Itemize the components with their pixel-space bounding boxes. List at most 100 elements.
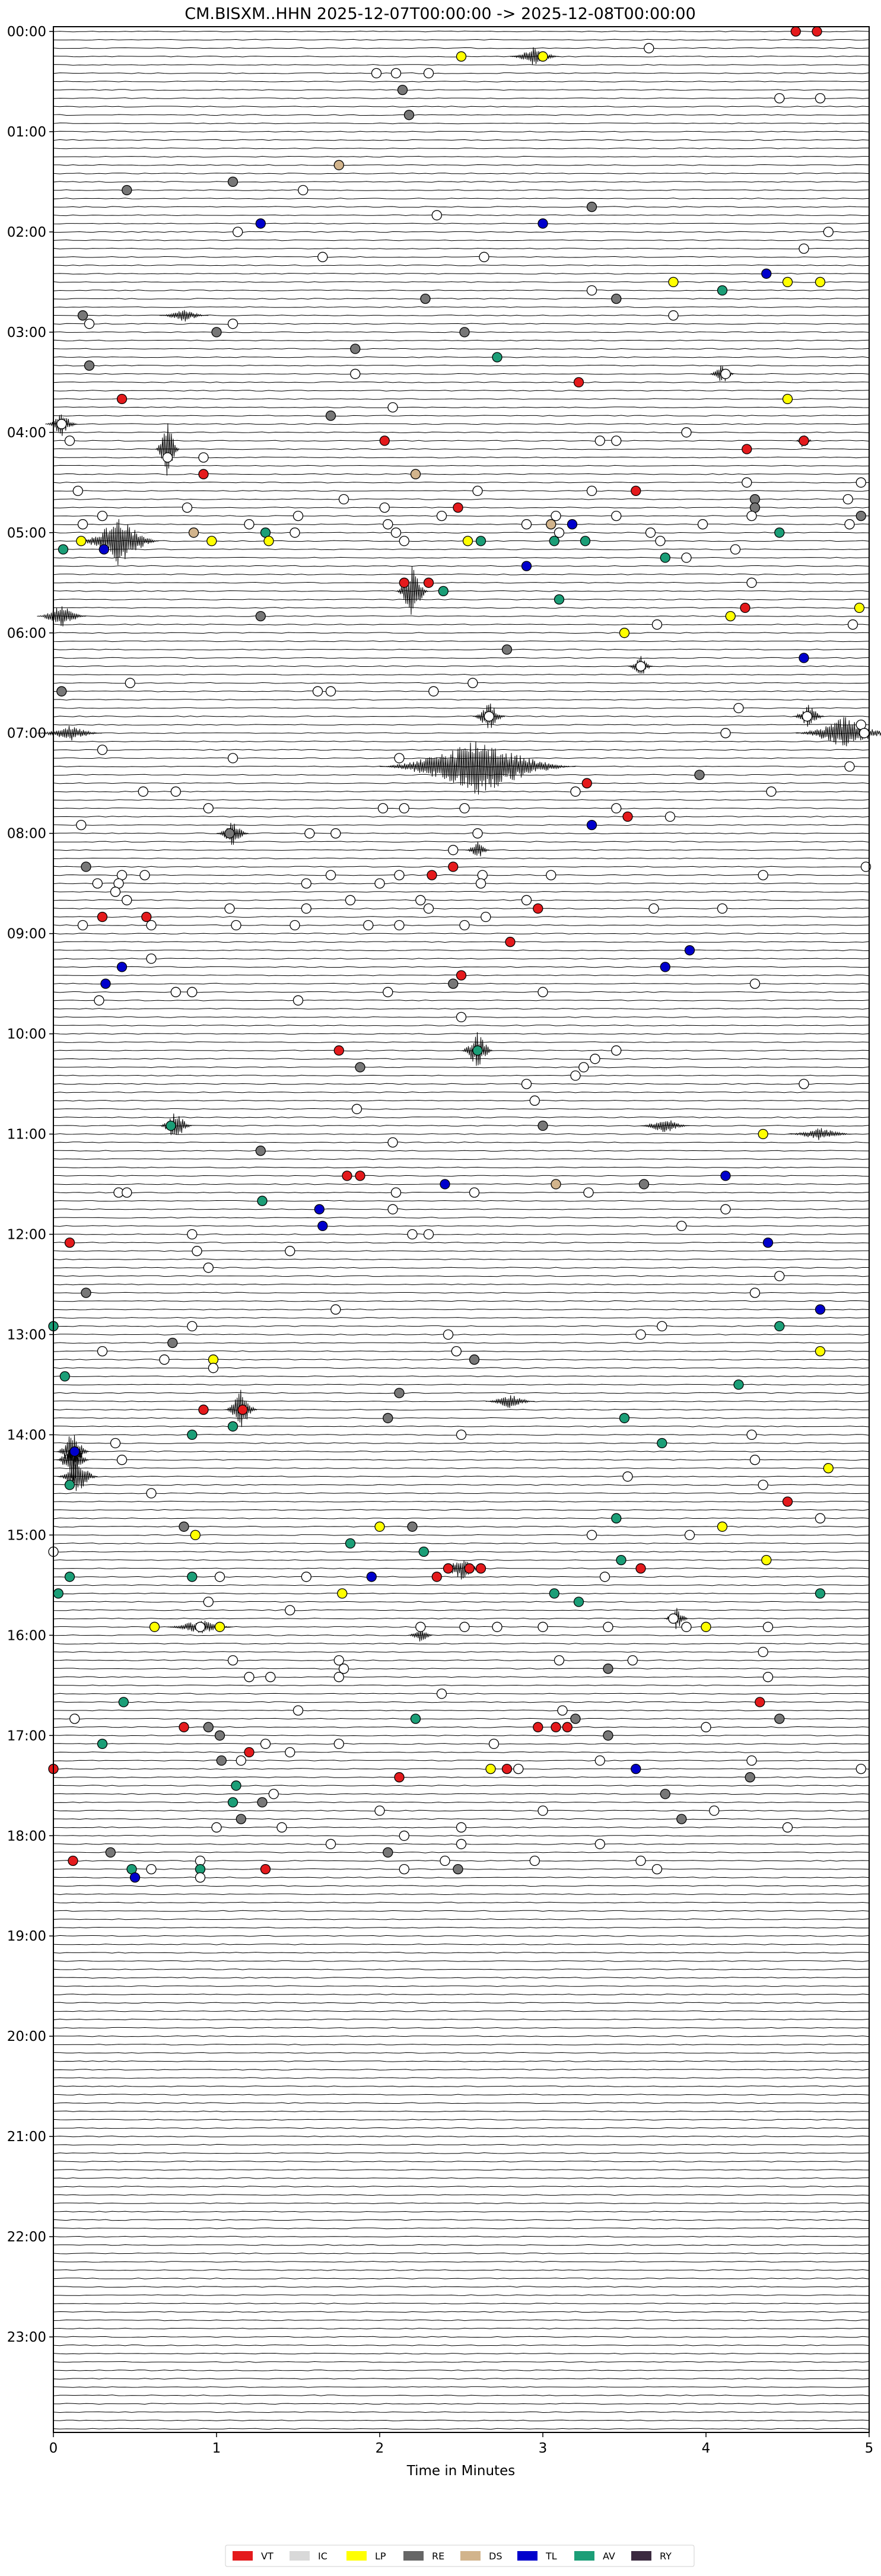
event-marker (581, 778, 592, 788)
legend-swatch (233, 2551, 253, 2561)
trace-row (53, 1576, 870, 1578)
trace-row (53, 164, 870, 166)
event-marker (216, 1755, 227, 1766)
event-marker (622, 811, 633, 822)
trace-row (53, 1860, 870, 1862)
event-marker (774, 527, 785, 538)
event-marker (651, 1863, 663, 1875)
event-marker (227, 753, 238, 764)
event-marker (170, 987, 181, 997)
event-marker (537, 51, 548, 62)
trace-row (53, 1852, 870, 1853)
event-marker (69, 1713, 80, 1724)
seismic-burst (216, 822, 249, 845)
trace-row (53, 966, 870, 968)
trace-row (53, 1743, 870, 1745)
trace-row (53, 331, 870, 333)
event-marker (762, 1237, 774, 1248)
trace-row (53, 1099, 870, 1102)
event-marker (694, 769, 705, 780)
event-marker (206, 536, 217, 546)
trace-row (53, 1408, 870, 1411)
trace-row (53, 1166, 870, 1169)
event-marker (53, 1588, 63, 1599)
trace-row (53, 1634, 870, 1636)
trace-row (53, 481, 870, 484)
trace-row (53, 774, 870, 776)
seismic-burst (159, 310, 209, 322)
trace-row (53, 1275, 870, 1277)
trace-row (53, 1567, 870, 1570)
event-marker (436, 1688, 447, 1699)
trace-row (53, 1943, 870, 1945)
trace-row (53, 1500, 870, 1503)
event-marker (782, 1496, 793, 1507)
trace-row (53, 740, 870, 743)
event-marker (758, 1646, 768, 1658)
seismic-burst (792, 705, 825, 727)
trace-row (53, 1091, 870, 1093)
event-marker (549, 536, 559, 546)
event-marker (125, 678, 135, 688)
event-marker (859, 728, 870, 739)
trace-row (53, 339, 870, 342)
event-marker (312, 686, 323, 697)
event-marker (488, 1738, 500, 1750)
event-marker (116, 962, 128, 972)
event-marker (257, 1195, 268, 1206)
event-marker (403, 110, 415, 120)
trace-row (53, 2135, 870, 2138)
event-marker (456, 1822, 467, 1833)
seismic-burst (37, 726, 102, 741)
trace-row (53, 2252, 870, 2254)
event-marker (231, 1780, 241, 1791)
trace-row (53, 1659, 870, 1661)
legend-label: DS (489, 2550, 502, 2562)
event-marker (387, 1204, 398, 1214)
event-marker (292, 1705, 304, 1716)
event-marker (733, 1379, 744, 1390)
event-marker (366, 1572, 377, 1582)
event-marker (236, 1755, 246, 1766)
trace-row (53, 431, 870, 434)
event-marker (390, 527, 402, 538)
trace-row (53, 1300, 870, 1302)
trace-row (53, 1442, 870, 1444)
trace-row (53, 1601, 870, 1603)
event-marker (211, 327, 222, 338)
event-marker (227, 1421, 238, 1432)
trace-row (53, 1083, 870, 1085)
trace-row (53, 1693, 870, 1695)
event-marker (475, 536, 486, 546)
event-marker (350, 344, 361, 354)
event-marker (562, 1722, 573, 1732)
event-marker (431, 1572, 442, 1582)
trace-row (53, 181, 870, 183)
event-marker (325, 411, 336, 421)
event-marker (407, 1229, 418, 1240)
event-marker (231, 920, 241, 931)
seismic-burst (408, 1630, 432, 1642)
trace-row (53, 1308, 870, 1311)
trace-row (53, 1074, 870, 1077)
event-marker (638, 1179, 650, 1190)
event-marker (472, 1045, 483, 1056)
event-marker (410, 469, 421, 479)
event-marker (159, 1354, 170, 1365)
trace-row (53, 2327, 870, 2330)
trace-row (53, 715, 870, 717)
event-marker (521, 561, 532, 571)
event-marker (619, 1413, 630, 1423)
event-marker (529, 1855, 540, 1866)
event-marker (459, 327, 470, 338)
event-marker (355, 1171, 365, 1181)
trace-row (53, 1517, 870, 1519)
seismic-burst (56, 1435, 89, 1473)
trace-row (53, 1968, 869, 1970)
event-marker (257, 1797, 268, 1808)
event-marker (717, 285, 728, 296)
trace-row (53, 1150, 870, 1152)
hour-tick-label: 18:00 (7, 1828, 46, 1844)
hour-tick-label: 14:00 (7, 1427, 46, 1443)
event-marker (774, 1271, 785, 1281)
